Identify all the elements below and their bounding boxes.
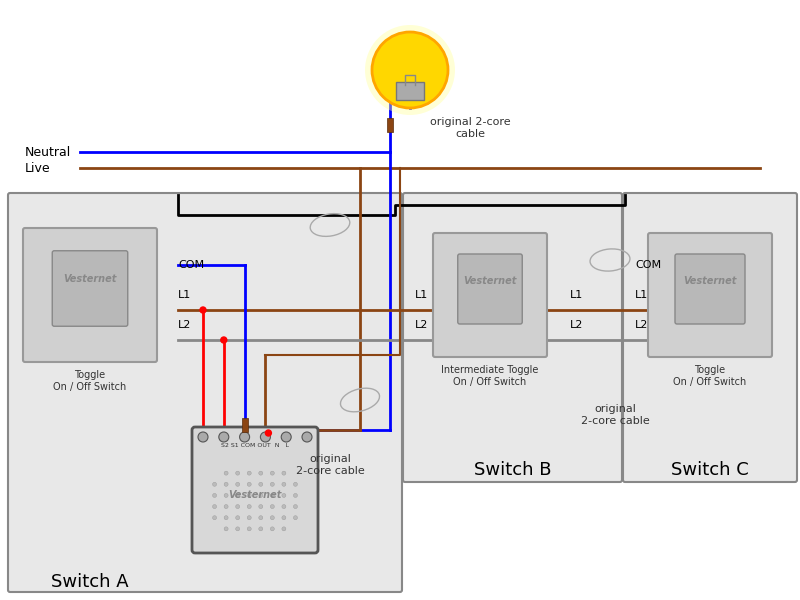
Text: Live: Live xyxy=(25,161,50,175)
Text: original
2-core cable: original 2-core cable xyxy=(296,454,364,476)
Text: Toggle
On / Off Switch: Toggle On / Off Switch xyxy=(674,365,746,386)
FancyBboxPatch shape xyxy=(8,193,402,592)
Circle shape xyxy=(294,493,298,497)
Circle shape xyxy=(294,482,298,486)
Circle shape xyxy=(240,432,250,442)
Circle shape xyxy=(224,471,228,475)
Circle shape xyxy=(266,430,271,436)
Text: L2: L2 xyxy=(415,320,428,330)
Circle shape xyxy=(247,471,251,475)
Text: L2: L2 xyxy=(635,320,648,330)
Circle shape xyxy=(200,307,206,313)
Circle shape xyxy=(247,505,251,509)
Circle shape xyxy=(221,337,227,343)
Circle shape xyxy=(282,516,286,520)
Circle shape xyxy=(258,482,262,486)
Circle shape xyxy=(270,527,274,531)
FancyBboxPatch shape xyxy=(23,228,157,362)
Circle shape xyxy=(282,505,286,509)
Circle shape xyxy=(224,493,228,497)
Circle shape xyxy=(270,482,274,486)
Circle shape xyxy=(236,516,240,520)
Circle shape xyxy=(258,505,262,509)
Circle shape xyxy=(372,32,448,108)
Circle shape xyxy=(258,471,262,475)
Text: original 2-core
cable: original 2-core cable xyxy=(430,117,510,139)
Text: Toggle
On / Off Switch: Toggle On / Off Switch xyxy=(54,370,126,392)
Circle shape xyxy=(294,516,298,520)
Bar xyxy=(242,418,248,432)
Text: Switch C: Switch C xyxy=(671,461,749,479)
Text: L1: L1 xyxy=(178,290,191,300)
Circle shape xyxy=(247,482,251,486)
Text: Intermediate Toggle
On / Off Switch: Intermediate Toggle On / Off Switch xyxy=(442,365,538,386)
Text: L2: L2 xyxy=(178,320,191,330)
Text: Vesternet: Vesternet xyxy=(63,274,117,284)
Circle shape xyxy=(213,482,217,486)
FancyBboxPatch shape xyxy=(192,427,318,553)
Text: Switch B: Switch B xyxy=(474,461,552,479)
FancyBboxPatch shape xyxy=(433,233,547,357)
Circle shape xyxy=(247,527,251,531)
Circle shape xyxy=(219,432,229,442)
Text: COM: COM xyxy=(178,260,204,270)
Text: L1: L1 xyxy=(415,290,428,300)
Circle shape xyxy=(236,493,240,497)
Circle shape xyxy=(258,527,262,531)
Text: COM: COM xyxy=(635,260,661,270)
Circle shape xyxy=(294,505,298,509)
Text: Neutral: Neutral xyxy=(25,145,71,158)
FancyBboxPatch shape xyxy=(675,254,745,324)
Circle shape xyxy=(282,482,286,486)
Text: Vesternet: Vesternet xyxy=(463,275,517,286)
Circle shape xyxy=(236,482,240,486)
Circle shape xyxy=(224,505,228,509)
Circle shape xyxy=(236,505,240,509)
Circle shape xyxy=(282,432,291,442)
Bar xyxy=(396,82,424,100)
Circle shape xyxy=(213,493,217,497)
Circle shape xyxy=(270,505,274,509)
Circle shape xyxy=(258,516,262,520)
Circle shape xyxy=(282,493,286,497)
FancyBboxPatch shape xyxy=(403,193,622,482)
Circle shape xyxy=(282,527,286,531)
Circle shape xyxy=(236,527,240,531)
Circle shape xyxy=(270,471,274,475)
Circle shape xyxy=(247,493,251,497)
Text: L2: L2 xyxy=(570,320,583,330)
Circle shape xyxy=(302,432,312,442)
FancyBboxPatch shape xyxy=(52,251,128,326)
Circle shape xyxy=(213,516,217,520)
Circle shape xyxy=(282,471,286,475)
Circle shape xyxy=(270,516,274,520)
FancyBboxPatch shape xyxy=(458,254,522,324)
Bar xyxy=(387,118,393,132)
Text: L1: L1 xyxy=(635,290,648,300)
Circle shape xyxy=(198,432,208,442)
Circle shape xyxy=(247,516,251,520)
Circle shape xyxy=(224,527,228,531)
Text: Switch A: Switch A xyxy=(51,573,129,591)
Text: L1: L1 xyxy=(570,290,583,300)
Text: original
2-core cable: original 2-core cable xyxy=(581,404,650,426)
Circle shape xyxy=(224,516,228,520)
Circle shape xyxy=(270,493,274,497)
Circle shape xyxy=(213,505,217,509)
Circle shape xyxy=(260,432,270,442)
Circle shape xyxy=(236,471,240,475)
Text: Vesternet: Vesternet xyxy=(683,275,737,286)
Text: Vesternet: Vesternet xyxy=(228,490,282,500)
Circle shape xyxy=(365,25,455,115)
FancyBboxPatch shape xyxy=(623,193,797,482)
Circle shape xyxy=(258,493,262,497)
Circle shape xyxy=(224,482,228,486)
FancyBboxPatch shape xyxy=(648,233,772,357)
Text: S2 S1 COM OUT  N   L: S2 S1 COM OUT N L xyxy=(221,443,289,448)
